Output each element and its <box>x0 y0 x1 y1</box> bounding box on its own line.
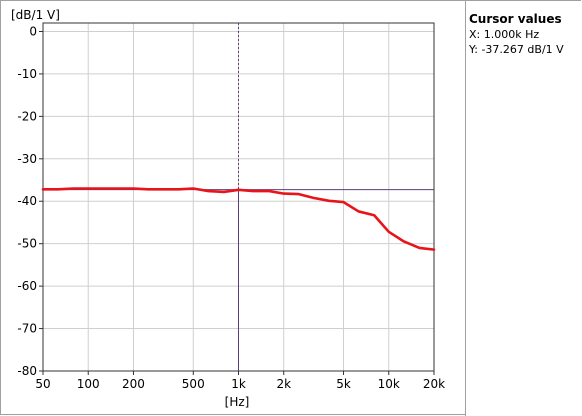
cursor-layer <box>43 23 434 371</box>
y-tick-label: 0 <box>29 24 37 38</box>
frequency-response-chart: 50 100 200 500 1k 2k 5k 10k 20k 0 -10 -20 -30 -40 -50 -… <box>11 8 445 409</box>
y-tick-label: -60 <box>17 279 37 293</box>
cursor-y-value: Y: -37.267 dB/1 V <box>469 43 564 56</box>
x-tick-label: 50 <box>35 377 50 391</box>
x-tick-label: 1k <box>231 377 246 391</box>
y-axis-label: [dB/1 V] <box>11 8 60 22</box>
x-tick-label: 200 <box>122 377 145 391</box>
tick-layer: 50 100 200 500 1k 2k 5k 10k 20k 0 -10 -20 -30 -40 -50 -… <box>17 24 445 391</box>
y-tick-label: -50 <box>17 237 37 251</box>
series-line <box>41 187 436 251</box>
y-tick-label: -10 <box>17 67 37 81</box>
y-tick-label: -20 <box>17 109 37 123</box>
cursor-values-panel: Cursor values X: 1.000k Hz Y: -37.267 dB… <box>465 1 582 416</box>
x-tick-label: 5k <box>336 377 351 391</box>
x-tick-label: 20k <box>423 377 445 391</box>
cursor-values-title: Cursor values <box>469 12 562 26</box>
x-tick-label: 100 <box>77 377 100 391</box>
y-tick-label: -80 <box>17 364 37 378</box>
cursor-x-value: X: 1.000k Hz <box>469 28 540 41</box>
y-tick-label: -30 <box>17 152 37 166</box>
y-tick-label: -70 <box>17 322 37 336</box>
x-tick-label: 500 <box>182 377 205 391</box>
x-axis-label: [Hz] <box>225 395 250 409</box>
y-tick-label: -40 <box>17 194 37 208</box>
x-tick-label: 2k <box>276 377 291 391</box>
x-tick-label: 10k <box>378 377 400 391</box>
series-layer <box>41 187 436 251</box>
